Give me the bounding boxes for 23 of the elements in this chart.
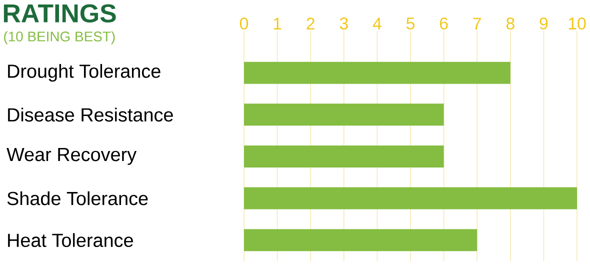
text: (10 BEING BEST) (4, 31, 115, 44)
y-tick-label: Drought Tolerance (8, 64, 160, 82)
y-tick-label: Wear Recovery (6, 148, 137, 165)
bar (244, 62, 510, 84)
y-tick-label: Heat Tolerance (8, 233, 133, 248)
y-tick-label: Shade Tolerance (7, 191, 148, 206)
x-tick-label: 0 (240, 17, 248, 30)
x-tick-label: 4 (372, 18, 382, 30)
x-tick-label: 9 (540, 17, 548, 30)
x-tick-label: 2 (306, 18, 314, 30)
y-tick-label: Disease Resistance (8, 108, 173, 122)
x-tick-label: 3 (340, 17, 348, 30)
bar (244, 104, 444, 126)
chart-title: RATINGS (4, 4, 116, 23)
bar (244, 229, 478, 252)
x-tick-label: 7 (473, 18, 481, 30)
x-tick-label: 6 (440, 17, 448, 30)
bar (244, 187, 578, 210)
x-tick-label: 5 (406, 18, 414, 30)
bar (244, 145, 444, 168)
x-tick-label: 1 (274, 18, 282, 30)
x-tick-label: 10 (568, 17, 586, 30)
x-tick-label: 8 (506, 17, 514, 30)
